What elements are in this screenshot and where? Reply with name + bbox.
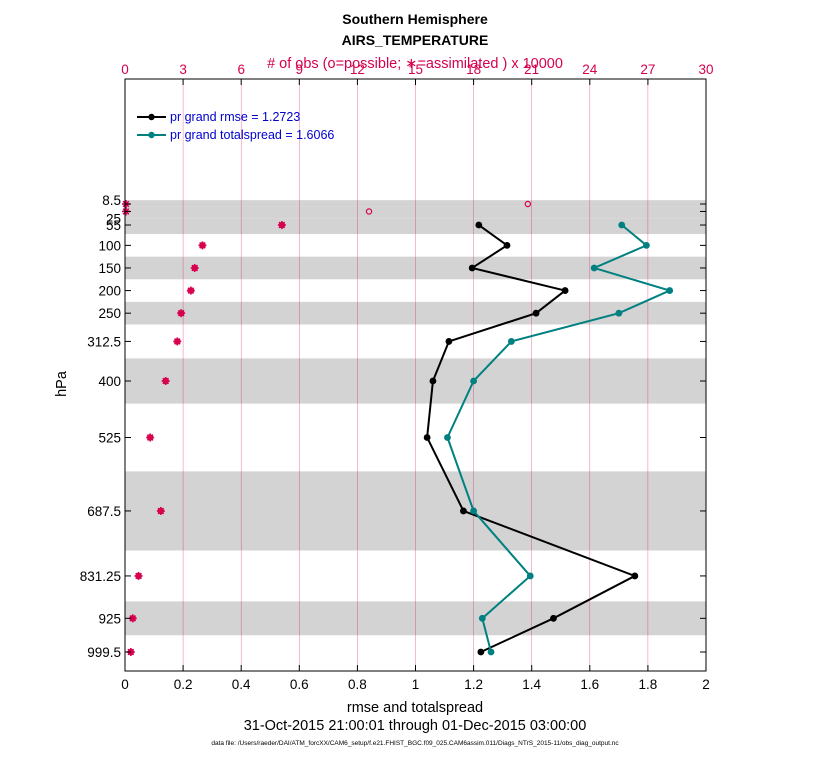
top-tick-label: 3 xyxy=(179,62,187,77)
chart-subtitle: AIRS_TEMPERATURE xyxy=(342,32,489,48)
axes: 0 0.2 0.4 0.6 0.8 1 1.2 1.4 1.6 1.8 2 0 3 6 9 12 15 18 21 2… xyxy=(80,62,714,692)
top-tick-label: 15 xyxy=(408,62,423,77)
obs-assimilated-point xyxy=(198,241,207,250)
totalspread-point xyxy=(666,287,674,294)
rmse-point xyxy=(503,241,511,249)
legend-spread-label: pr grand totalspread = 1.6066 xyxy=(170,128,334,142)
totalspread-point xyxy=(507,338,515,345)
obs-assimilated-point xyxy=(190,263,199,272)
x-tick-label: 0.2 xyxy=(174,677,193,692)
rmse-point xyxy=(550,614,557,622)
y-tick-label: 25 xyxy=(106,211,121,226)
rmse-point xyxy=(445,338,453,345)
y-tick-label: 925 xyxy=(98,611,121,626)
y-tick-label: 250 xyxy=(98,306,121,321)
y-tick-label: 8.5 xyxy=(102,193,121,208)
totalspread-point xyxy=(444,434,451,441)
x-tick-label: 2 xyxy=(702,677,710,692)
rmse-point xyxy=(631,572,639,580)
y-tick-label: 55 xyxy=(106,218,121,233)
top-tick-label: 24 xyxy=(582,62,598,77)
totalspread-point xyxy=(470,507,477,515)
data-file-footnote: data file: /Users/raeder/DAI/ATM_forcXX/… xyxy=(211,740,619,747)
obs-assimilated-point xyxy=(173,337,182,346)
legend: pr grand rmse = 1.2723 pr grand totalspr… xyxy=(137,110,334,142)
obs-assimilated-point xyxy=(277,221,286,230)
y-axis-label: hPa xyxy=(54,370,70,397)
x-tick-label: 0.8 xyxy=(348,677,367,692)
chart-title: Southern Hemisphere xyxy=(342,11,488,27)
legend-rmse-marker xyxy=(148,113,155,121)
x-tick-label: 0 xyxy=(121,677,129,692)
rmse-point xyxy=(475,221,483,229)
obs-assimilated-point xyxy=(186,286,195,295)
obs-possible-point xyxy=(365,208,373,215)
rmse-point xyxy=(460,507,467,515)
totalspread-point xyxy=(618,221,626,229)
y-tick-label: 831.25 xyxy=(80,569,121,584)
x-tick-label: 1.6 xyxy=(580,677,599,692)
legend-rmse-label: pr grand rmse = 1.2723 xyxy=(170,110,300,124)
obs-assimilated-point xyxy=(146,433,155,442)
y-tick-label: 150 xyxy=(98,261,121,276)
vertical-gridlines xyxy=(182,79,649,671)
obs-assimilated-point xyxy=(177,309,186,318)
obs-possible-point xyxy=(524,200,532,208)
obs-assimilated-point xyxy=(161,376,170,385)
top-tick-label: 6 xyxy=(237,62,245,77)
totalspread-line xyxy=(446,224,673,653)
x-tick-label: 1.4 xyxy=(522,677,541,692)
y-tick-label: 999.5 xyxy=(87,645,121,660)
totalspread-point xyxy=(643,241,650,249)
date-range: 31-Oct-2015 21:00:01 through 01-Dec-2015… xyxy=(244,718,587,734)
totalspread-point xyxy=(615,309,623,317)
data-marks xyxy=(121,200,674,656)
x-axis-label: rmse and totalspread xyxy=(347,700,483,716)
y-tick-label: 100 xyxy=(98,238,121,253)
totalspread-point xyxy=(590,264,598,272)
rmse-point xyxy=(468,264,476,272)
y-tick-label: 312.5 xyxy=(87,334,121,349)
top-tick-label: 9 xyxy=(296,62,304,77)
rmse-point xyxy=(423,434,431,441)
top-tick-label: 30 xyxy=(698,62,713,77)
totalspread-point xyxy=(487,648,495,656)
rmse-point xyxy=(532,309,540,317)
top-tick-label: 21 xyxy=(524,62,539,77)
totalspread-point xyxy=(470,377,477,385)
y-tick-label: 687.5 xyxy=(87,504,121,519)
top-axis-label: # of obs (o=possible; ∗=assimilated ) x … xyxy=(267,56,563,72)
y-tick-label: 400 xyxy=(98,374,121,389)
totalspread-point xyxy=(526,572,534,580)
x-tick-label: 1.2 xyxy=(464,677,483,692)
x-tick-label: 0.4 xyxy=(232,677,251,692)
top-tick-label: 18 xyxy=(466,62,481,77)
x-tick-label: 0.6 xyxy=(290,677,309,692)
rmse-line xyxy=(426,224,638,653)
rmse-point xyxy=(429,377,437,385)
y-tick-label: 200 xyxy=(98,284,121,299)
y-tick-label: 525 xyxy=(98,430,121,445)
obs-assimilated-point xyxy=(134,571,143,580)
top-tick-label: 0 xyxy=(121,62,129,77)
top-tick-label: 12 xyxy=(350,62,365,77)
obs-assimilated-point xyxy=(156,506,165,515)
rmse-point xyxy=(477,648,485,656)
top-tick-label: 27 xyxy=(640,62,655,77)
totalspread-point xyxy=(478,614,486,622)
x-tick-label: 1.8 xyxy=(639,677,658,692)
legend-spread-marker xyxy=(148,131,155,139)
rmse-point xyxy=(561,287,569,294)
x-tick-label: 1 xyxy=(412,677,420,692)
